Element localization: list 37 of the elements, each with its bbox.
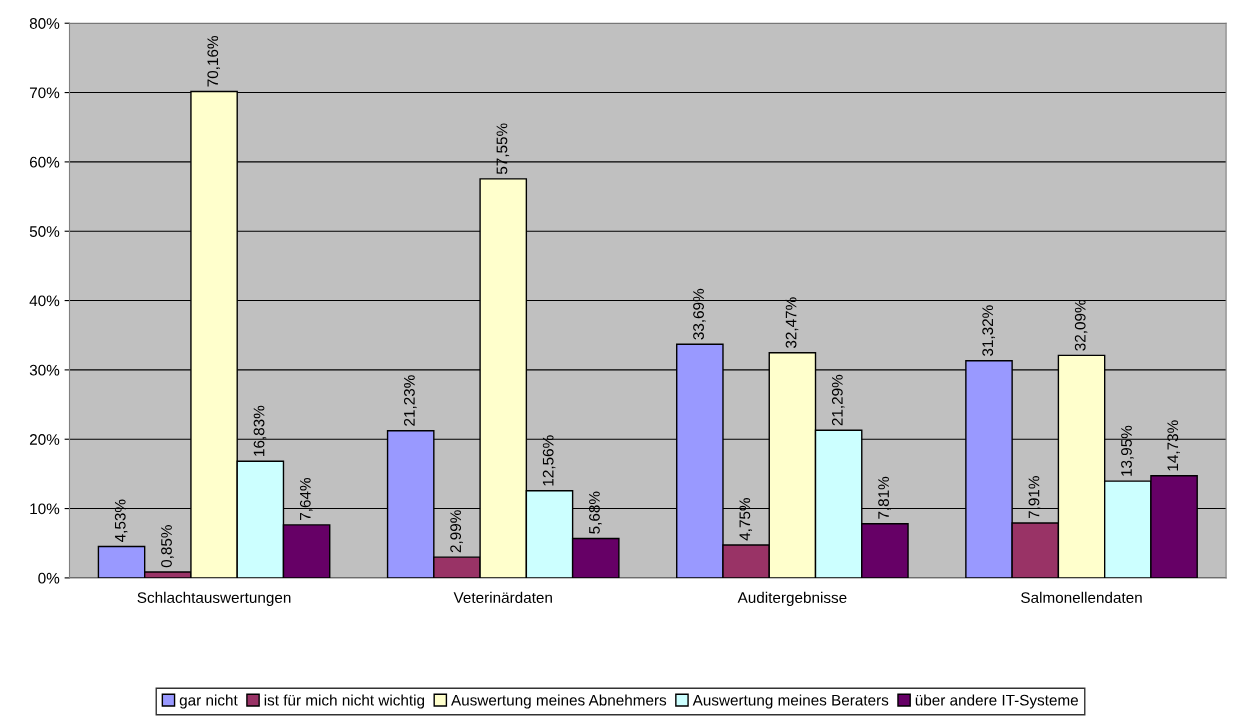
x-tick-label: Salmonellendaten [1021, 591, 1142, 604]
data-label: 16,83% [253, 405, 267, 456]
legend-label: Auswertung meines Abnehmers [451, 694, 667, 709]
x-tick-label: Auditergebnisse [737, 591, 847, 607]
legend-label: ist für mich nicht wichtig [264, 694, 425, 709]
y-tick-label: 60% [29, 156, 60, 168]
data-label: 13,95% [1121, 425, 1134, 476]
y-tick-label: 40% [29, 295, 60, 307]
data-label: 7,81% [878, 476, 891, 519]
y-tick-label: 80% [29, 18, 60, 29]
data-label: 2,99% [450, 510, 463, 553]
data-label: 5,68% [589, 491, 602, 534]
data-label: 32,09% [1074, 299, 1088, 351]
x-tick-label: Schlachtauswertungen [137, 591, 291, 607]
y-tick-label: 20% [29, 434, 60, 445]
data-label: 31,32% [982, 305, 995, 356]
x-tick-label: Veterinärdaten [453, 591, 552, 604]
legend-label: Auswertung meines Beraters [692, 694, 889, 709]
data-label: 4,75% [739, 498, 753, 541]
y-tick-label: 0% [38, 572, 60, 584]
y-tick-label: 70% [29, 87, 60, 99]
data-label: 7,91% [1028, 476, 1042, 519]
data-label: 70,16% [207, 36, 220, 87]
data-label: 32,47% [785, 297, 799, 349]
y-tick-label: 10% [30, 503, 60, 515]
legend-label: über andere IT-Systeme [915, 694, 1078, 709]
data-label: 57,55% [496, 123, 510, 175]
data-label: 14,73% [1167, 420, 1180, 471]
y-tick-label: 50% [29, 226, 60, 237]
data-label: 33,69% [693, 288, 706, 340]
y-tick-label: 30% [29, 364, 60, 376]
data-label: 21,23% [403, 375, 417, 426]
data-label: 0,85% [161, 525, 174, 568]
data-label: 12,56% [542, 435, 556, 486]
data-label: 7,64% [299, 477, 313, 520]
data-label: 21,29% [831, 374, 845, 426]
legend-label: gar nicht [179, 694, 238, 709]
